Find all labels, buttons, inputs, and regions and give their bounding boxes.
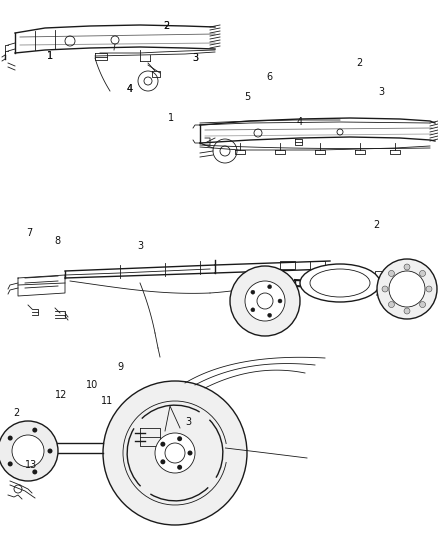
Circle shape	[155, 433, 195, 473]
Text: 9: 9	[117, 362, 124, 372]
Circle shape	[389, 271, 425, 307]
Circle shape	[382, 286, 388, 292]
Text: 3: 3	[137, 241, 143, 251]
Text: 11: 11	[101, 396, 113, 406]
Circle shape	[404, 264, 410, 270]
Text: 4: 4	[126, 84, 132, 94]
Text: 6: 6	[266, 72, 272, 82]
Text: 3: 3	[192, 53, 198, 62]
Ellipse shape	[300, 264, 380, 302]
Circle shape	[187, 450, 192, 456]
Text: 13: 13	[25, 460, 38, 470]
Circle shape	[47, 448, 53, 454]
Circle shape	[278, 299, 282, 303]
Circle shape	[160, 442, 166, 447]
Text: 7: 7	[27, 229, 33, 238]
Circle shape	[251, 290, 255, 294]
Circle shape	[160, 459, 166, 464]
Text: 10: 10	[86, 380, 98, 390]
Text: 2: 2	[163, 21, 170, 30]
Circle shape	[177, 465, 182, 470]
Text: 4: 4	[297, 117, 303, 126]
Text: 1: 1	[168, 114, 174, 123]
Circle shape	[177, 436, 182, 441]
Text: 2: 2	[14, 408, 20, 418]
Circle shape	[420, 270, 426, 277]
Circle shape	[268, 313, 272, 317]
Text: 1: 1	[47, 51, 53, 61]
Circle shape	[8, 435, 13, 441]
Circle shape	[32, 470, 37, 474]
Circle shape	[389, 270, 395, 277]
Circle shape	[420, 302, 426, 308]
Circle shape	[32, 427, 37, 433]
Circle shape	[0, 421, 58, 481]
Text: 2: 2	[163, 21, 170, 30]
Text: 3: 3	[192, 53, 198, 62]
Circle shape	[230, 266, 300, 336]
Circle shape	[389, 302, 395, 308]
Text: 1: 1	[47, 51, 53, 61]
Circle shape	[251, 308, 255, 312]
Circle shape	[12, 435, 44, 467]
Circle shape	[268, 285, 272, 289]
Text: 5: 5	[244, 92, 251, 102]
Text: 4: 4	[126, 84, 132, 94]
Circle shape	[8, 462, 13, 466]
Circle shape	[404, 308, 410, 314]
Circle shape	[245, 281, 285, 321]
Text: 3: 3	[378, 87, 384, 96]
Circle shape	[377, 259, 437, 319]
Text: 2: 2	[374, 220, 380, 230]
Text: 3: 3	[185, 417, 191, 427]
Text: 8: 8	[54, 236, 60, 246]
Text: 12: 12	[55, 391, 67, 400]
Circle shape	[426, 286, 432, 292]
Text: 2: 2	[356, 58, 362, 68]
Circle shape	[103, 381, 247, 525]
